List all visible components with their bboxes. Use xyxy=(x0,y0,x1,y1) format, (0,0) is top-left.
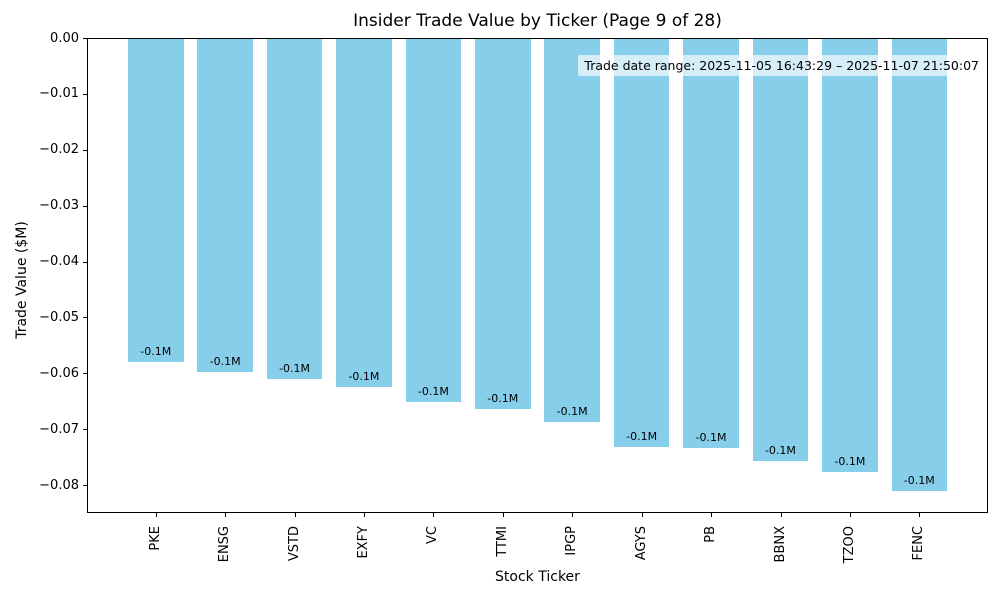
x-tick-label: PB xyxy=(703,521,718,543)
y-tick-mark xyxy=(83,93,87,95)
x-tick-label: VSTD xyxy=(287,521,302,561)
bar-value-label: -0.1M xyxy=(764,443,796,457)
bar-value-label: -0.1M xyxy=(626,429,658,443)
x-tick-label: ENSG xyxy=(217,521,232,562)
y-tick-label: −0.05 xyxy=(39,309,79,325)
date-range-annotation: Trade date range: 2025-11-05 16:43:29 – … xyxy=(578,55,985,76)
x-tick-mark xyxy=(711,513,712,517)
bar-value-label: -0.1M xyxy=(903,473,935,487)
y-tick-label: −0.08 xyxy=(39,477,79,493)
bar xyxy=(891,38,947,491)
x-tick-mark xyxy=(155,513,157,517)
bar xyxy=(266,38,323,380)
x-tick-label-text: ENSG xyxy=(217,526,233,563)
y-tick-mark xyxy=(83,485,87,487)
y-tick-mark xyxy=(83,317,87,319)
bar xyxy=(336,38,392,388)
bar-value-label: -0.1M xyxy=(695,431,727,445)
bar-value-label: -0.1M xyxy=(834,454,866,468)
x-tick-label: AGYS xyxy=(634,521,649,560)
x-tick-mark xyxy=(433,513,435,517)
x-tick-label-text: IPGP xyxy=(564,526,580,556)
x-tick-label-text: EXFY xyxy=(356,526,371,559)
x-tick-label: IPGP xyxy=(564,521,579,556)
y-tick-mark xyxy=(83,149,87,151)
bar xyxy=(475,38,531,410)
x-tick-label-text: BBNX xyxy=(772,526,788,563)
x-tick-label-text: PB xyxy=(703,526,718,543)
bar xyxy=(128,38,184,363)
y-tick-label: −0.04 xyxy=(39,254,79,269)
bar xyxy=(613,38,670,447)
x-tick-label: TZOO xyxy=(842,521,857,563)
x-tick-mark xyxy=(641,513,643,517)
bar-value-label: -0.1M xyxy=(279,362,311,376)
bar xyxy=(405,38,462,402)
y-tick-mark xyxy=(83,373,87,375)
y-tick-mark xyxy=(83,38,87,39)
bar-value-label: -0.1M xyxy=(487,392,519,406)
y-tick-label: −0.03 xyxy=(39,198,79,214)
bar-value-label: -0.1M xyxy=(348,370,380,384)
chart-title: Insider Trade Value by Ticker (Page 9 of… xyxy=(353,11,722,31)
x-tick-label: VC xyxy=(425,521,440,544)
x-tick-label-text: TZOO xyxy=(841,526,857,564)
x-tick-label-text: AGYS xyxy=(633,526,649,561)
bar xyxy=(822,38,878,472)
x-tick-mark xyxy=(364,513,365,517)
y-tick-label: −0.01 xyxy=(39,86,79,102)
x-axis-label: Stock Ticker xyxy=(495,569,580,585)
x-tick-label-text: PKE xyxy=(147,526,163,551)
y-tick-label: −0.02 xyxy=(39,142,79,158)
x-tick-mark xyxy=(849,513,851,517)
x-tick-mark xyxy=(780,513,782,517)
x-tick-mark xyxy=(572,513,574,517)
y-tick-label: 0.00 xyxy=(50,30,79,46)
y-tick-mark xyxy=(83,429,87,431)
bar xyxy=(683,38,739,449)
x-tick-label: PKE xyxy=(148,521,163,551)
x-tick-mark xyxy=(502,513,504,517)
y-tick-label: −0.06 xyxy=(39,365,79,381)
x-tick-mark xyxy=(225,513,227,517)
x-tick-label-text: FENC xyxy=(911,526,927,561)
bar-value-label: -0.1M xyxy=(556,404,588,418)
x-tick-mark xyxy=(919,513,921,517)
y-tick-label: −0.07 xyxy=(39,421,79,437)
bar-value-label: -0.1M xyxy=(140,345,172,359)
x-tick-label-text: VC xyxy=(425,526,441,544)
bar-value-label: -0.1M xyxy=(417,384,449,398)
x-tick-label: BBNX xyxy=(773,521,788,562)
bar-value-label: -0.1M xyxy=(209,354,241,368)
bar xyxy=(197,38,253,372)
x-tick-label-text: VSTD xyxy=(286,526,302,562)
bar xyxy=(544,38,600,422)
y-tick-mark xyxy=(83,261,87,263)
y-tick-mark xyxy=(83,205,87,207)
x-tick-label: FENC xyxy=(911,521,926,561)
bar xyxy=(752,38,809,461)
x-tick-mark xyxy=(294,513,296,517)
x-tick-label: EXFY xyxy=(356,521,371,559)
x-tick-label-text: TTMI xyxy=(494,526,510,557)
x-tick-label: TTMI xyxy=(495,521,510,557)
